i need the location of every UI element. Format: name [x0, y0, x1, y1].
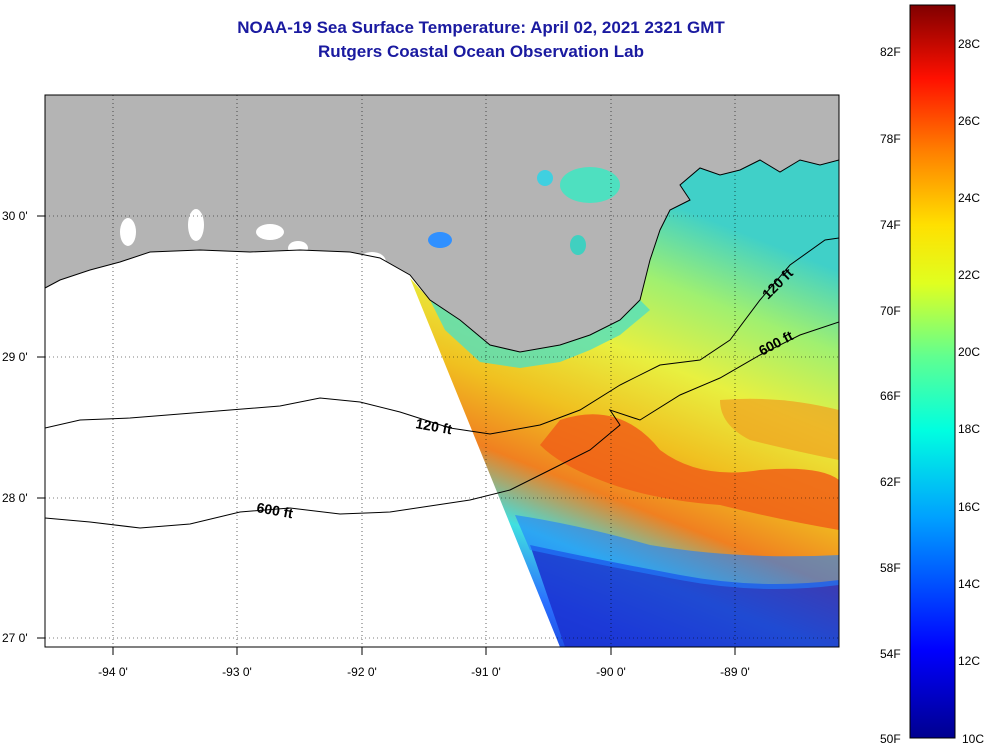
c-label: 14C: [958, 577, 980, 591]
f-label: 58F: [880, 561, 901, 575]
contour-600ft: [45, 321, 839, 529]
f-label: 70F: [880, 304, 901, 318]
colorbar: [909, 4, 956, 739]
lake: [188, 209, 204, 241]
f-label: 66F: [880, 389, 901, 403]
f-label: 62F: [880, 475, 901, 489]
lake: [358, 252, 386, 272]
contour-label: 120 ft: [414, 415, 453, 437]
lon-label: -89 0': [720, 665, 750, 679]
map-title: NOAA-19 Sea Surface Temperature: April 0…: [237, 18, 725, 37]
c-label: 24C: [958, 191, 980, 205]
c-label: 22C: [958, 268, 980, 282]
lat-label: 29 0': [2, 350, 28, 364]
cold-region: [530, 545, 839, 647]
f-label: 78F: [880, 132, 901, 146]
contour-label: 600 ft: [255, 499, 294, 521]
lake: [120, 218, 136, 246]
lake: [288, 241, 308, 255]
lon-label: -90 0': [596, 665, 626, 679]
cold-region-2: [515, 515, 839, 589]
c-label: 28C: [958, 37, 980, 51]
c-label: 18C: [958, 422, 980, 436]
f-label: 54F: [880, 647, 901, 661]
f-label: 82F: [880, 45, 901, 59]
lon-label: -92 0': [347, 665, 377, 679]
sst-swath: [410, 160, 839, 647]
axis-ticks: [37, 215, 736, 655]
inland-water: [537, 170, 553, 186]
colorbar-f-labels: 82F 78F 74F 70F 66F 62F 58F 54F 50F: [880, 45, 901, 746]
warm-eddy-2: [720, 398, 839, 460]
c-label: 20C: [958, 345, 980, 359]
grid: [45, 95, 839, 647]
lat-label: 30 0': [2, 209, 28, 223]
inland-water: [570, 235, 586, 255]
f-label: 74F: [880, 218, 901, 232]
inland-water: [428, 232, 452, 248]
map-subtitle: Rutgers Coastal Ocean Observation Lab: [318, 42, 644, 61]
c-label: 16C: [958, 500, 980, 514]
lon-label: -94 0': [98, 665, 128, 679]
land-area: [45, 95, 839, 352]
lat-label: 28 0': [2, 491, 28, 505]
nearshore-band: [430, 300, 650, 368]
c-label: 10C: [962, 732, 984, 746]
c-label: 12C: [958, 654, 980, 668]
lon-label: -91 0': [471, 665, 501, 679]
inland-water: [560, 167, 620, 203]
warm-eddy: [540, 414, 839, 530]
coastline: [45, 159, 839, 353]
lake: [256, 224, 284, 240]
f-label: 50F: [880, 732, 901, 746]
lon-label: -93 0': [222, 665, 252, 679]
colorbar-c-labels: 28C 26C 24C 22C 20C 18C 16C 14C 12C 10C: [958, 37, 984, 746]
lat-label: 27 0': [2, 631, 28, 645]
c-label: 26C: [958, 114, 980, 128]
contour-120ft: [45, 237, 839, 435]
map-frame: [44, 94, 840, 648]
